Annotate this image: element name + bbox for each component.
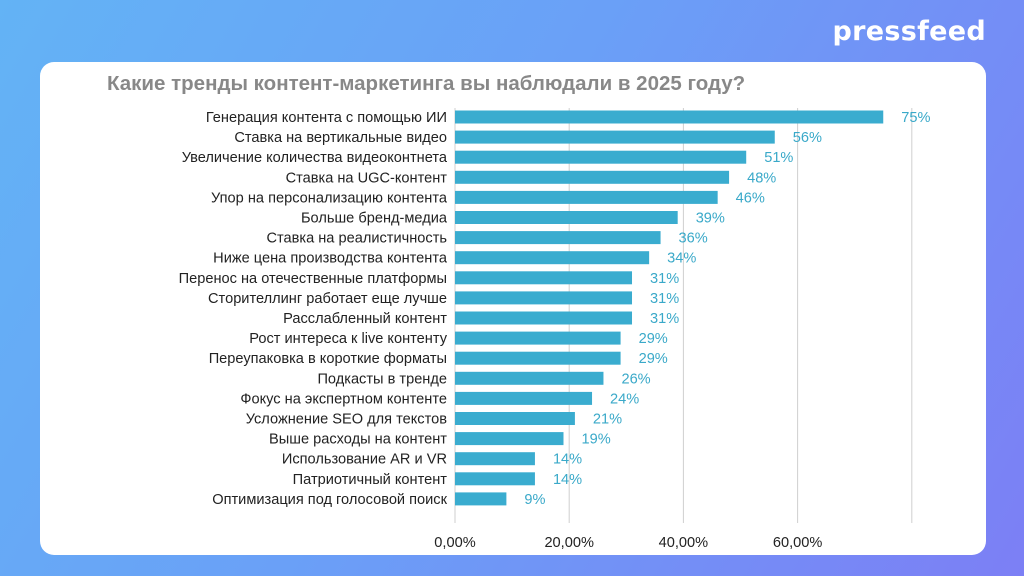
category-label: Ставка на UGC-контент (286, 170, 448, 186)
category-label: Сторителлинг работает еще лучше (208, 291, 447, 307)
bar (455, 150, 747, 164)
category-label: Рост интереса к live контенту (249, 331, 447, 347)
category-label: Больше бренд-медиа (301, 211, 448, 227)
bar (455, 291, 633, 305)
x-tick-label: 60,00% (773, 535, 823, 551)
category-label: Ставка на вертикальные видео (234, 130, 447, 146)
data-label: 31% (650, 291, 679, 307)
bar (455, 190, 718, 204)
pressfeed-logo: pressfeed (832, 16, 986, 47)
category-label: Подкасты в тренде (317, 371, 447, 387)
category-label: Выше расходы на контент (269, 432, 447, 448)
bar (455, 130, 775, 144)
data-label: 34% (667, 251, 696, 267)
data-label: 14% (553, 472, 582, 488)
x-tick-label: 20,00% (544, 535, 594, 551)
x-tick-label: 40,00% (659, 535, 709, 551)
bar (455, 371, 604, 385)
bar (455, 432, 564, 446)
bar (455, 311, 633, 325)
bar (455, 251, 650, 265)
category-label: Патриотичный контент (293, 472, 448, 488)
bar (455, 271, 633, 285)
bar (455, 391, 593, 405)
category-label: Ниже цена производства контента (213, 251, 448, 267)
category-label: Расслабленный контент (283, 311, 447, 327)
bar (455, 472, 535, 486)
data-label: 75% (901, 110, 930, 126)
data-label: 46% (736, 190, 765, 206)
data-label: 9% (524, 492, 545, 508)
category-label: Оптимизация под голосовой поиск (212, 492, 447, 508)
category-label: Генерация контента с помощью ИИ (206, 110, 447, 126)
data-label: 39% (696, 211, 725, 227)
bar (455, 351, 621, 365)
bar (455, 231, 661, 245)
category-label: Ставка на реалистичность (266, 231, 447, 247)
category-label: Использование AR и VR (282, 452, 447, 468)
category-label: Переупаковка в короткие форматы (209, 351, 447, 367)
bar (455, 211, 678, 224)
x-tick-label: 0,00% (434, 535, 475, 551)
data-label: 48% (747, 170, 776, 186)
bar (455, 110, 884, 124)
data-label: 14% (553, 452, 582, 468)
bar (455, 170, 730, 184)
data-label: 29% (639, 351, 668, 367)
data-label: 51% (764, 150, 793, 166)
data-label: 56% (793, 130, 822, 146)
bar (455, 452, 535, 466)
data-label: 26% (621, 371, 650, 387)
data-label: 31% (650, 311, 679, 327)
chart-title: Какие тренды контент-маркетинга вы наблю… (107, 72, 746, 95)
data-label: 24% (610, 391, 639, 407)
data-label: 19% (581, 432, 610, 448)
category-label: Фокус на экспертном контенте (240, 391, 447, 407)
bar-chart: Генерация контента с помощью ИИ 75% Ставка… (179, 108, 930, 551)
category-label: Упор на персонализацию контента (211, 190, 448, 206)
chart-card: Какие тренды контент-маркетинга вы наблю… (40, 62, 986, 555)
category-label: Увеличение количества видеоконтнета (182, 150, 448, 166)
data-label: 36% (679, 231, 708, 247)
category-label: Усложнение SEO для текстов (246, 412, 448, 428)
data-label: 21% (593, 412, 622, 428)
data-label: 31% (650, 271, 679, 287)
bar (455, 492, 507, 506)
bar (455, 331, 621, 345)
bar (455, 412, 575, 425)
category-label: Перенос на отечественные платформы (179, 271, 447, 287)
data-label: 29% (639, 331, 668, 347)
